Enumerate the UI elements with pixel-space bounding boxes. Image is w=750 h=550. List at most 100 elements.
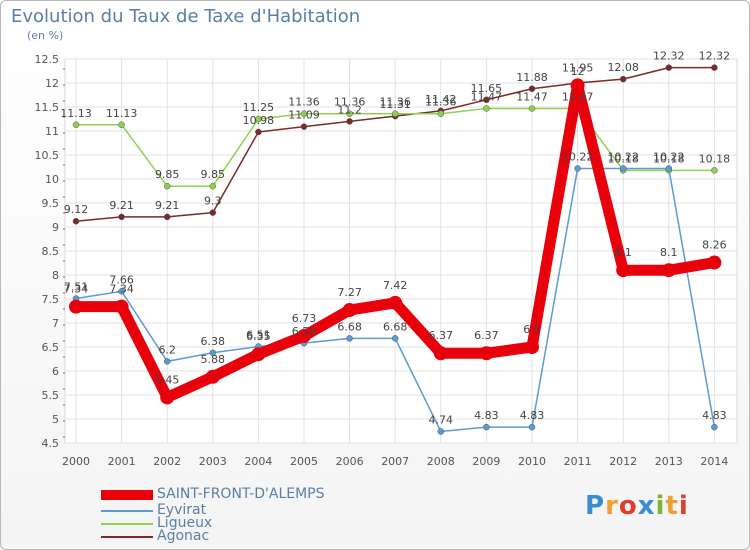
y-tick-label: 6.5 <box>42 341 60 354</box>
data-label: 5.88 <box>201 353 226 366</box>
data-point <box>479 346 494 361</box>
y-tick-label: 8.5 <box>42 245 60 258</box>
data-label: 10.22 <box>562 150 594 163</box>
data-point <box>433 346 448 361</box>
x-tick-label: 2014 <box>700 455 728 468</box>
data-label: 7.66 <box>109 273 134 286</box>
data-point <box>300 123 308 130</box>
y-tick-label: 7 <box>52 317 59 330</box>
data-label: 4.83 <box>520 409 545 422</box>
data-point <box>163 182 171 190</box>
data-label: 11.36 <box>425 96 457 109</box>
data-point <box>297 328 311 343</box>
proxiti-logo: Proxiti <box>585 491 689 521</box>
y-tick-label: 10.5 <box>35 149 60 162</box>
data-point <box>160 390 175 405</box>
data-label: 6.37 <box>429 329 454 342</box>
data-point <box>665 165 673 172</box>
data-label: 11.65 <box>471 82 503 95</box>
data-label: 9.3 <box>204 195 222 208</box>
data-point <box>661 263 676 278</box>
x-tick-label: 2004 <box>244 455 272 468</box>
data-label: 8.1 <box>660 246 678 259</box>
data-point <box>209 182 217 190</box>
data-label: 7.34 <box>109 283 134 296</box>
data-point <box>118 288 125 295</box>
data-label: 6.73 <box>292 312 317 325</box>
x-tick-label: 2010 <box>518 455 546 468</box>
data-point <box>711 423 718 431</box>
data-point <box>711 167 718 174</box>
data-label: 8.26 <box>702 239 727 252</box>
data-point <box>388 295 403 310</box>
data-label: 7.42 <box>383 279 408 292</box>
x-tick-label: 2001 <box>108 455 136 468</box>
data-label: 10.18 <box>653 152 685 165</box>
data-label: 7.51 <box>64 281 89 294</box>
data-label: 11.47 <box>562 90 594 103</box>
x-tick-label: 2013 <box>655 455 683 468</box>
legend-swatch <box>101 536 153 538</box>
y-tick-label: 11 <box>45 125 59 138</box>
data-label: 6.35 <box>246 330 271 343</box>
data-point <box>300 110 308 117</box>
x-tick-label: 2007 <box>381 455 409 468</box>
data-label: 9.21 <box>109 199 134 212</box>
data-point <box>437 428 445 435</box>
legend-label: Agonac <box>157 528 210 544</box>
chart-title: Evolution du Taux de Taxe d'Habitation <box>11 6 361 27</box>
data-label: 11.36 <box>334 96 366 109</box>
data-label: 10.22 <box>653 150 685 163</box>
line-chart: 4.5 5 5.5 6 6.5 7 7.5 8 8.5 9 9.5 10 10.5 11 11.5 12 12.… <box>35 50 738 468</box>
data-point <box>665 64 673 71</box>
data-label: 8.1 <box>614 246 632 259</box>
data-label: 11.2 <box>337 103 362 116</box>
data-label: 5.45 <box>155 373 180 386</box>
y-tick-label: 9.5 <box>42 197 60 210</box>
data-point <box>118 213 125 221</box>
data-label: 9.12 <box>64 203 89 216</box>
data-label: 7.34 <box>64 283 89 296</box>
legend-label: Eyvirat <box>157 502 207 518</box>
data-label: 11.13 <box>60 107 92 120</box>
data-point <box>118 121 125 129</box>
data-point <box>570 78 585 93</box>
data-label: 6.2 <box>158 343 176 356</box>
data-point <box>528 85 536 93</box>
data-label: 6.5 <box>523 323 541 336</box>
data-label: 9.85 <box>201 168 226 181</box>
data-label: 11.36 <box>379 96 411 109</box>
data-point <box>209 349 217 357</box>
x-tick-label: 2008 <box>427 455 455 468</box>
data-label: 6.68 <box>337 320 362 333</box>
x-tick-label: 2002 <box>153 455 181 468</box>
data-label: 6.38 <box>201 335 226 348</box>
data-point <box>391 110 399 117</box>
data-point <box>391 335 399 342</box>
legend-swatch <box>101 523 153 525</box>
data-label: 10.18 <box>607 152 639 165</box>
data-label: 11.47 <box>471 90 503 103</box>
data-point <box>163 213 171 221</box>
data-label: 12.32 <box>653 50 685 63</box>
data-label: 9.21 <box>155 199 180 212</box>
legend-label: Ligueux <box>157 515 213 531</box>
y-tick-label: 9 <box>52 221 59 234</box>
x-tick-label: 2005 <box>290 455 318 468</box>
y-tick-label: 12.5 <box>35 53 60 66</box>
data-label: 4.74 <box>429 413 454 426</box>
data-point <box>255 128 262 136</box>
data-point <box>483 96 490 104</box>
data-point <box>483 105 490 112</box>
data-point <box>72 121 80 129</box>
legend-label: SAINT-FRONT-D'ALEMPS <box>157 486 325 502</box>
data-point <box>528 423 536 431</box>
data-label: 11.13 <box>106 107 138 120</box>
data-point <box>619 75 627 83</box>
data-label: 6.58 <box>292 325 317 338</box>
data-point <box>251 347 266 362</box>
y-tick-label: 10 <box>45 173 59 186</box>
data-label: 11.31 <box>379 98 411 111</box>
y-tick-label: 7.5 <box>42 293 60 306</box>
data-point <box>346 335 353 342</box>
